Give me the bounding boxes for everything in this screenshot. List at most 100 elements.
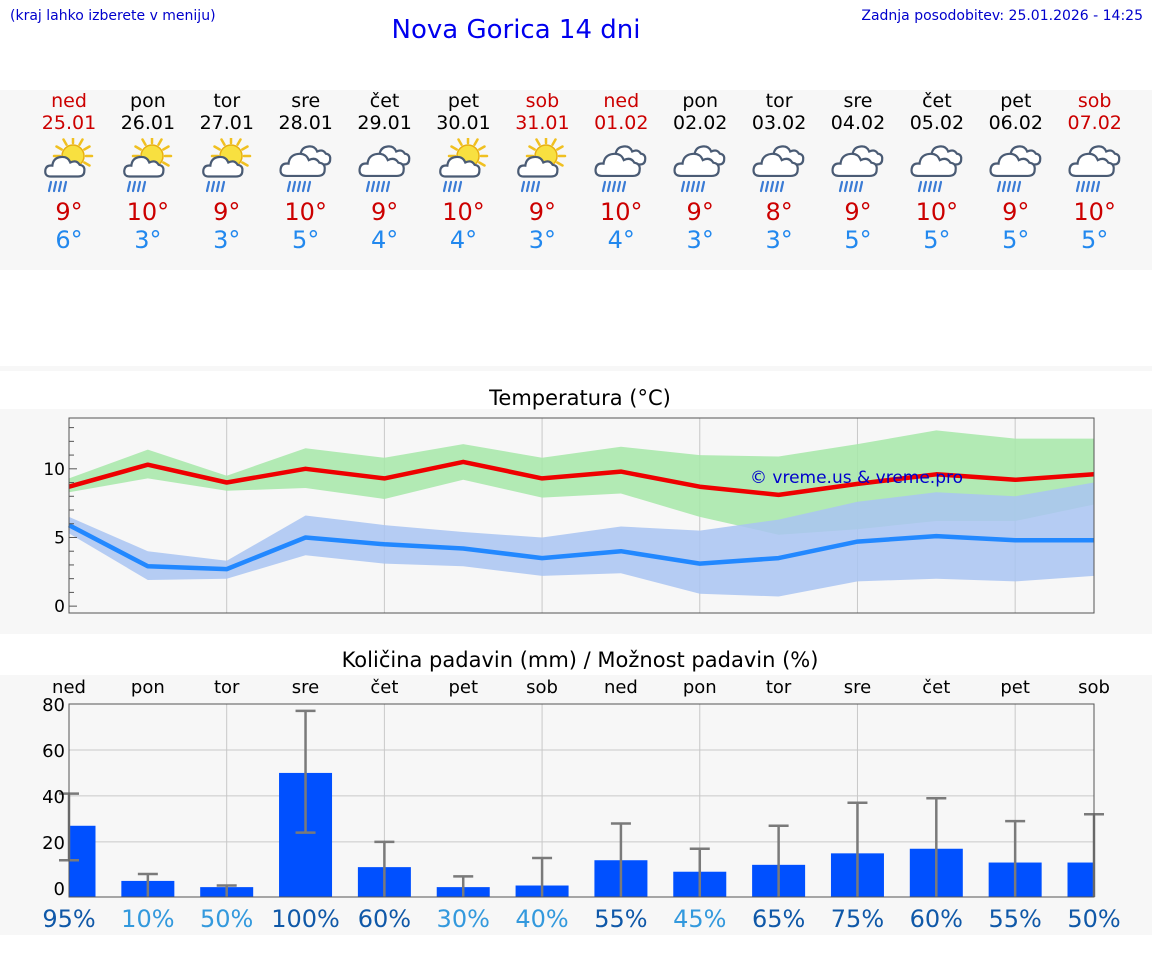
daily-forecast-band: [0, 90, 1152, 270]
day-date: 31.01: [515, 112, 570, 134]
day-date: 05.02: [909, 112, 965, 134]
precipitation-probability: 75%: [831, 905, 884, 933]
temp-max: 9°: [686, 198, 714, 226]
sun-cloud-rain-icon: [118, 135, 178, 198]
min-range-band: [69, 482, 1094, 597]
rain-cloud-icon: [986, 138, 1046, 198]
temp-max: 10°: [600, 198, 643, 226]
day-column: sob 31.01 9° 3°: [503, 90, 582, 254]
temp-max: 9°: [55, 198, 83, 226]
temp-max: 9°: [1002, 198, 1030, 226]
precipitation-probability: 40%: [515, 905, 568, 933]
temp-min: 6°: [55, 226, 83, 254]
day-name: pet: [1000, 90, 1032, 112]
temp-min: 5°: [844, 226, 872, 254]
temperature-y-tick-label: 0: [54, 597, 65, 617]
precipitation-probability: 30%: [437, 905, 490, 933]
day-name: čet: [922, 90, 952, 112]
precipitation-x-label: pon: [131, 677, 165, 698]
precipitation-x-label: sre: [292, 677, 319, 698]
day-date: 30.01: [436, 112, 491, 134]
day-date: 28.01: [278, 112, 333, 134]
temp-min: 3°: [686, 226, 714, 254]
day-name: sob: [525, 90, 560, 112]
rain-cloud-icon: [749, 138, 809, 198]
precipitation-probability: 45%: [673, 905, 726, 933]
precipitation-plot-frame: [68, 703, 1095, 898]
day-date: 02.02: [672, 112, 728, 134]
temp-max: 10°: [1073, 198, 1116, 226]
rain-cloud-icon: [276, 138, 336, 198]
day-name: pon: [130, 90, 166, 112]
last-updated: Zadnja posodobitev: 25.01.2026 - 14:25: [861, 8, 1143, 24]
temp-min: 4°: [607, 226, 635, 254]
precipitation-probability: 55%: [988, 905, 1041, 933]
precipitation-x-label: pet: [1000, 677, 1030, 698]
temp-max: 8°: [765, 198, 793, 226]
rain-cloud-icon: [591, 138, 651, 198]
temp-min: 3°: [134, 226, 162, 254]
divider-band: [0, 366, 1152, 371]
day-date: 01.02: [594, 112, 649, 134]
temp-min: 5°: [923, 226, 951, 254]
temp-max: 10°: [915, 198, 959, 226]
precipitation-probability: 95%: [42, 905, 95, 933]
temp-min: 3°: [213, 226, 241, 254]
page-title: Nova Gorica 14 dni: [391, 15, 641, 45]
precipitation-y-tick-label: 80: [42, 695, 65, 716]
day-column: čet 05.02 10° 5°: [897, 90, 976, 254]
precipitation-x-label: čet: [370, 677, 398, 698]
precipitation-y-tick-label: 20: [42, 833, 65, 854]
day-date: 06.02: [988, 112, 1043, 134]
precipitation-probability: 50%: [1067, 905, 1120, 933]
day-column: pet 06.02 9° 5°: [976, 90, 1055, 254]
day-column: sre 04.02 9° 5°: [819, 90, 898, 254]
precipitation-chart-title: Količina padavin (mm) / Možnost padavin …: [341, 648, 819, 672]
temperature-plot-frame: [68, 417, 1095, 614]
temp-min: 5°: [1081, 226, 1109, 254]
temp-max: 10°: [284, 198, 327, 226]
day-date: 27.01: [199, 112, 254, 134]
day-column: tor 03.02 8° 3°: [740, 90, 819, 254]
precipitation-probability: 60%: [910, 905, 963, 933]
temp-max: 9°: [213, 198, 241, 226]
day-name: pon: [682, 90, 719, 112]
day-name: sob: [1077, 90, 1112, 112]
temperature-y-tick-label: 5: [54, 528, 65, 548]
temperature-max-line: [68, 459, 1095, 498]
day-column: pet 30.01 10° 4°: [424, 90, 503, 254]
precipitation-probability: 100%: [271, 905, 340, 933]
day-name: ned: [51, 90, 87, 112]
day-name: tor: [213, 90, 241, 112]
location-hint[interactable]: (kraj lahko izberete v meniju): [10, 8, 216, 24]
day-date: 26.01: [120, 112, 176, 134]
day-column: ned 25.01 9° 6°: [30, 90, 109, 254]
day-name: čet: [369, 90, 400, 112]
rain-cloud-icon: [1065, 138, 1125, 198]
temp-max: 9°: [370, 198, 399, 226]
precipitation-bar: [1067, 862, 1094, 897]
sun-cloud-rain-icon: [434, 135, 494, 198]
temp-min: 5°: [1002, 226, 1030, 254]
sun-cloud-rain-icon: [197, 135, 257, 198]
precipitation-x-label: sob: [1078, 677, 1110, 698]
precipitation-y-tick-label: 0: [54, 879, 65, 900]
precipitation-probability: 10%: [121, 905, 174, 933]
day-date: 25.01: [41, 112, 97, 134]
temperature-min-line: [67, 523, 1094, 572]
rain-cloud-icon: [355, 138, 415, 198]
sun-cloud-rain-icon: [512, 135, 572, 198]
sun-cloud-rain-icon: [39, 135, 99, 198]
day-date: 07.02: [1067, 112, 1122, 134]
temp-max: 9°: [528, 198, 557, 226]
temp-max: 10°: [442, 198, 485, 226]
temp-min: 3°: [528, 226, 557, 254]
day-name: sre: [291, 90, 321, 112]
precipitation-x-label: sre: [844, 677, 871, 698]
day-name: ned: [603, 90, 640, 112]
precipitation-x-label: čet: [922, 677, 950, 698]
temperature-chart-title: Temperatura (°C): [489, 386, 671, 410]
day-date: 04.02: [830, 112, 886, 134]
rain-cloud-icon: [670, 138, 730, 198]
